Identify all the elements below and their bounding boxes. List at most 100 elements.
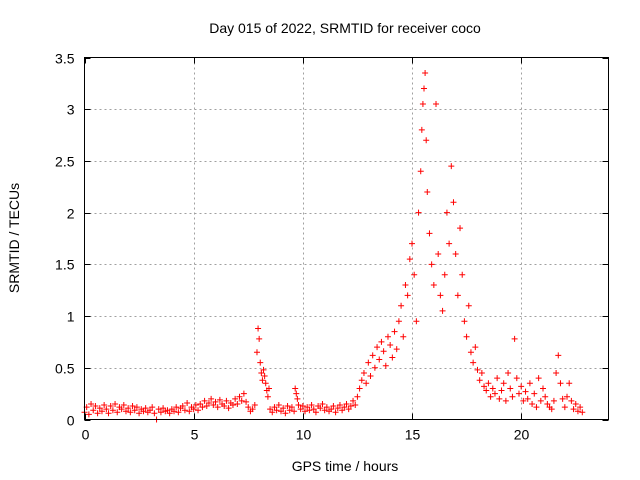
data-point (245, 404, 252, 411)
data-point (264, 393, 271, 400)
data-point (360, 369, 367, 376)
data-point (496, 395, 503, 402)
data-point (474, 366, 481, 373)
data-point (199, 404, 206, 411)
data-point (319, 400, 326, 407)
data-point (415, 209, 422, 216)
data-point (365, 359, 372, 366)
data-point (267, 406, 274, 413)
data-point (423, 137, 430, 144)
x-tick-label: 10 (296, 427, 312, 443)
data-point (520, 397, 527, 404)
data-point (376, 356, 383, 363)
data-point (548, 406, 555, 413)
data-point (515, 390, 522, 397)
data-point (566, 380, 573, 387)
data-point (459, 271, 466, 278)
data-point (249, 406, 256, 413)
data-point (205, 399, 212, 406)
data-point (441, 271, 448, 278)
data-point (105, 410, 112, 417)
data-point (540, 385, 546, 392)
data-point (481, 383, 488, 390)
data-point (216, 396, 223, 403)
data-point (579, 409, 586, 416)
data-point (330, 403, 337, 410)
data-point (391, 328, 398, 335)
data-point (400, 333, 407, 340)
data-point (574, 408, 581, 415)
data-point (317, 405, 324, 412)
data-point (179, 403, 186, 410)
data-point (157, 409, 164, 416)
data-point (155, 406, 162, 413)
data-point (229, 402, 236, 409)
data-point (107, 403, 114, 410)
data-point (461, 318, 468, 325)
data-point (280, 405, 287, 412)
y-tick-label: 0.5 (55, 361, 75, 377)
data-point (288, 404, 295, 411)
x-axis-label: GPS time / hours (292, 458, 399, 474)
data-point (384, 333, 391, 340)
data-point (511, 335, 518, 342)
data-point (513, 375, 520, 382)
data-point (544, 400, 551, 407)
data-point (282, 410, 289, 417)
data-point (487, 393, 494, 400)
data-point (112, 400, 119, 407)
data-point (294, 395, 301, 402)
data-point (184, 399, 191, 406)
data-point (133, 404, 140, 411)
data-point (284, 403, 291, 410)
data-point (446, 240, 453, 247)
data-point (292, 385, 299, 392)
data-point (542, 393, 549, 400)
data-point (374, 344, 381, 351)
data-point (160, 405, 167, 412)
data-point (214, 404, 221, 411)
data-point (251, 402, 258, 409)
data-point (181, 407, 188, 414)
data-point (422, 70, 429, 77)
data-point (356, 385, 363, 392)
data-point (522, 388, 529, 395)
data-point (120, 402, 127, 409)
data-point (371, 364, 378, 371)
data-point (253, 349, 260, 356)
data-point (347, 403, 354, 410)
y-tick-label: 2 (67, 206, 75, 222)
data-point (502, 397, 509, 404)
data-point (103, 406, 110, 413)
data-point (387, 342, 394, 349)
data-point (457, 225, 464, 232)
x-tick-label: 20 (514, 427, 530, 443)
data-point (92, 403, 99, 410)
data-point (131, 407, 138, 414)
data-point (302, 408, 309, 415)
data-point (271, 404, 278, 411)
data-point (190, 406, 197, 413)
data-point (125, 405, 132, 412)
data-point (256, 335, 263, 342)
data-point (171, 408, 178, 415)
data-point (406, 256, 413, 263)
data-point (452, 251, 459, 258)
data-point (201, 397, 208, 404)
y-tick-label: 1.5 (55, 257, 75, 273)
data-point (197, 400, 204, 407)
data-point (398, 302, 405, 309)
data-point (234, 400, 241, 407)
data-point (293, 390, 300, 397)
data-point (570, 406, 577, 413)
data-point (336, 402, 343, 409)
data-point (524, 395, 531, 402)
data-point (531, 390, 538, 397)
data-point (109, 407, 116, 414)
data-point (323, 404, 330, 411)
data-point (238, 397, 245, 404)
data-point (328, 406, 335, 413)
data-point (518, 383, 525, 390)
data-point (259, 377, 266, 384)
data-point (286, 407, 293, 414)
